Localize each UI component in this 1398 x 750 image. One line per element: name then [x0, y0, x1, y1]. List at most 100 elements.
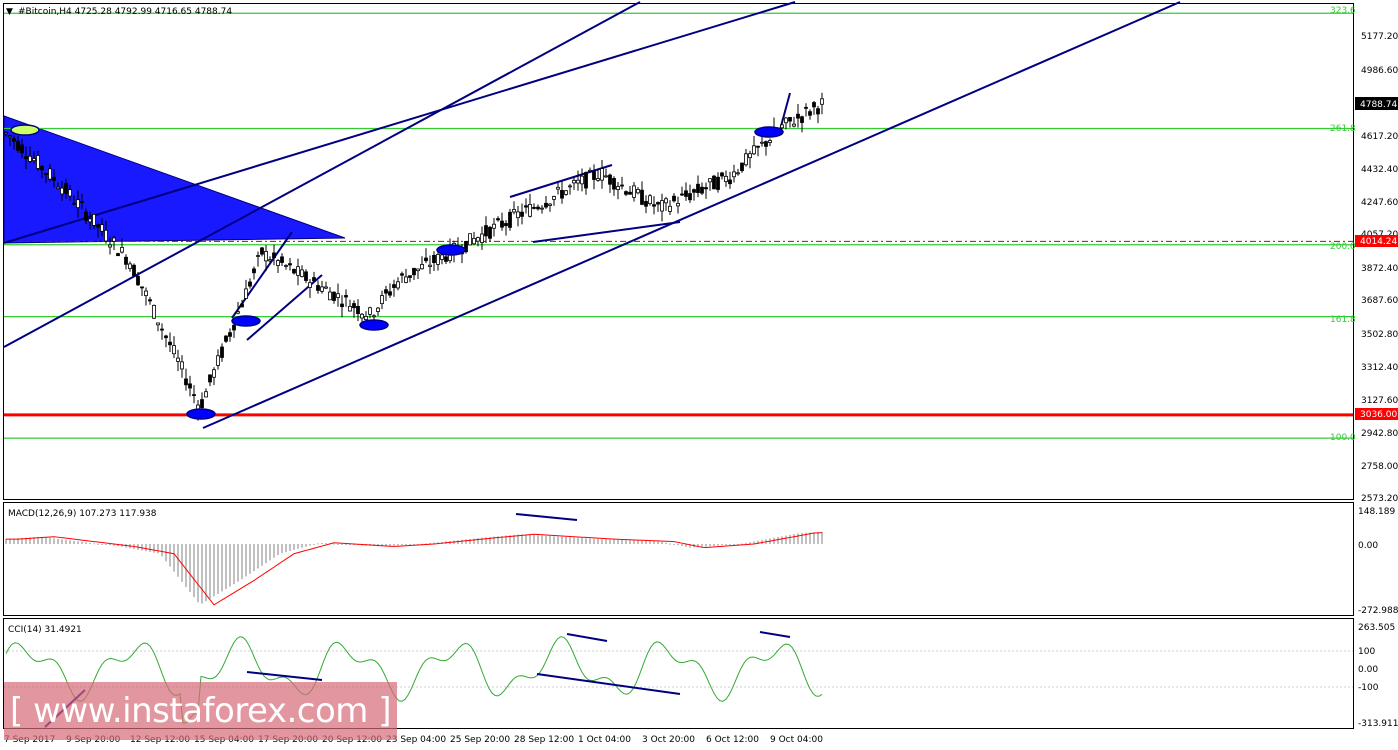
macd-histogram-bar: [473, 538, 475, 544]
macd-histogram-bar: [425, 543, 427, 545]
macd-histogram-bar: [577, 537, 579, 544]
candle-body: [536, 206, 540, 210]
macd-histogram-bar: [745, 542, 747, 544]
candle-body: [744, 153, 748, 166]
macd-histogram-bar: [245, 544, 247, 577]
candle-body: [608, 174, 612, 185]
candle-body: [400, 273, 404, 276]
x-tick: 23 Sep 04:00: [386, 735, 446, 745]
macd-histogram-bar: [521, 534, 523, 544]
candle-body: [188, 383, 192, 389]
macd-histogram-bar: [53, 538, 55, 544]
candle-body: [444, 256, 448, 262]
candle-body: [780, 124, 784, 129]
macd-histogram-bar: [709, 544, 711, 547]
candle-body: [308, 282, 312, 288]
cci-line: [5, 636, 823, 724]
fib-label-200: 200.0: [1330, 242, 1356, 252]
candle-body: [760, 141, 764, 144]
candle-body: [800, 116, 804, 123]
candle-body: [548, 203, 552, 206]
fib-label-100: 100.0: [1330, 433, 1356, 443]
macd-histogram-bar: [477, 538, 479, 544]
macd-histogram-bar: [301, 544, 303, 548]
candle-body: [276, 260, 280, 266]
macd-y-tick: 148.189: [1358, 507, 1395, 517]
macd-histogram-bar: [321, 542, 323, 544]
macd-histogram-bar: [381, 544, 383, 547]
watermark: [ www.instaforex.com ]: [4, 682, 397, 740]
candle-body: [240, 303, 244, 308]
candle-body: [152, 304, 156, 319]
y-tick: 4986.60: [1361, 66, 1398, 76]
candle-body: [708, 178, 712, 183]
macd-histogram-bar: [529, 534, 531, 544]
macd-histogram-bar: [81, 541, 83, 544]
candle-body: [108, 244, 112, 248]
x-tick: 20 Sep 12:00: [322, 735, 382, 745]
macd-histogram-bar: [633, 540, 635, 544]
candle-body: [564, 190, 568, 195]
macd-histogram-bar: [685, 544, 687, 547]
candle-body: [120, 247, 124, 253]
chart-menu-arrow-icon[interactable]: ▼: [6, 7, 13, 17]
candle-body: [472, 237, 476, 245]
y-tick: 2758.00: [1361, 462, 1398, 472]
macd-histogram-bar: [21, 537, 23, 544]
candle-body: [312, 277, 316, 282]
y-tick: 4617.20: [1361, 132, 1398, 142]
candle-body: [648, 195, 652, 204]
candle-body: [248, 281, 252, 287]
macd-histogram-bar: [253, 544, 255, 572]
macd-histogram-bar: [413, 544, 415, 545]
candle-body: [512, 209, 516, 213]
macd-histogram-bar: [469, 538, 471, 544]
level-3036-label: 3036.00: [1360, 410, 1397, 420]
current-price-label: 4788.74: [1360, 100, 1397, 110]
macd-histogram-bar: [213, 544, 215, 597]
candle-body: [372, 315, 376, 318]
macd-histogram-bar: [409, 544, 411, 545]
candle-body: [84, 211, 88, 221]
candle-body: [572, 179, 576, 184]
macd-histogram-bar: [681, 544, 683, 547]
macd-histogram-bar: [57, 538, 59, 544]
candle-body: [316, 285, 320, 291]
candle-body: [820, 98, 824, 105]
candle-body: [52, 176, 56, 181]
candle-body: [200, 399, 204, 409]
macd-histogram-bar: [397, 544, 399, 546]
y-tick: 3687.60: [1361, 296, 1398, 306]
macd-histogram-bar: [193, 544, 195, 598]
macd-divergence-line: [515, 513, 578, 521]
macd-histogram-bar: [265, 544, 267, 564]
macd-histogram-bar: [757, 540, 759, 544]
macd-histogram-bar: [37, 536, 39, 544]
candle-body: [804, 106, 808, 109]
macd-histogram-bar: [821, 531, 823, 544]
candle-body: [612, 178, 616, 190]
candle-body: [468, 233, 472, 246]
macd-histogram-bar: [649, 541, 651, 544]
candle-body: [568, 185, 572, 188]
candle-body: [552, 196, 556, 200]
candle-body: [540, 207, 544, 210]
channel-line: [3, 1, 796, 244]
macd-histogram-bar: [653, 541, 655, 544]
macd-histogram-bar: [225, 544, 227, 589]
candle-body: [128, 263, 132, 269]
macd-histogram-bar: [157, 544, 159, 554]
x-tick: 3 Oct 20:00: [642, 735, 695, 745]
candle-body: [304, 271, 308, 281]
candle-body: [632, 185, 636, 198]
macd-histogram-bar: [405, 544, 407, 545]
candle-body: [300, 269, 304, 277]
candle-body: [416, 268, 420, 272]
macd-histogram-bar: [537, 535, 539, 544]
candle-body: [404, 276, 408, 283]
candle-body: [732, 171, 736, 178]
candle-body: [224, 335, 228, 342]
macd-histogram-bar: [49, 537, 51, 544]
candle-body: [180, 361, 184, 370]
